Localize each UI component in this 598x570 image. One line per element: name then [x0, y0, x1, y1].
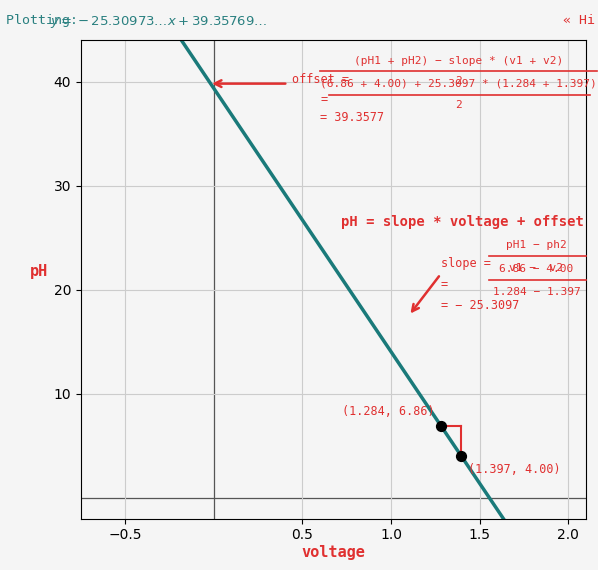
- Text: = 39.3577: = 39.3577: [320, 112, 384, 124]
- Y-axis label: pH: pH: [30, 264, 48, 279]
- Text: (1.284, 6.86): (1.284, 6.86): [342, 405, 434, 418]
- X-axis label: voltage: voltage: [301, 545, 365, 560]
- Text: $y = -25.30973\ldots x + 39.35769\ldots$: $y = -25.30973\ldots x + 39.35769\ldots$: [50, 14, 267, 30]
- Text: (pH1 + pH2) − slope * (v1 + v2): (pH1 + pH2) − slope * (v1 + v2): [354, 56, 563, 66]
- Point: [457, 451, 466, 461]
- Text: =: =: [441, 278, 448, 291]
- Text: Plotting:: Plotting:: [6, 14, 86, 27]
- Text: pH = slope * voltage + offset: pH = slope * voltage + offset: [341, 215, 584, 229]
- Text: pH1 − ph2: pH1 − ph2: [506, 240, 567, 250]
- Text: 2: 2: [455, 100, 462, 110]
- Text: offset =: offset =: [292, 73, 349, 86]
- Text: 6.86 − 4.00: 6.86 − 4.00: [499, 264, 573, 274]
- Text: slope =: slope =: [441, 257, 490, 270]
- Point: [437, 422, 446, 431]
- Text: 1.284 − 1.397: 1.284 − 1.397: [493, 287, 580, 296]
- Text: (1.397, 4.00): (1.397, 4.00): [468, 463, 561, 476]
- Text: v1 −  v2: v1 − v2: [509, 263, 563, 272]
- Text: =: =: [320, 93, 327, 105]
- Text: = − 25.3097: = − 25.3097: [441, 299, 519, 312]
- Text: (6.86 + 4.00) + 25.3097 * (1.284 + 1.397): (6.86 + 4.00) + 25.3097 * (1.284 + 1.397…: [320, 79, 597, 89]
- Text: 2: 2: [455, 76, 462, 86]
- Text: « Hi: « Hi: [563, 14, 595, 27]
